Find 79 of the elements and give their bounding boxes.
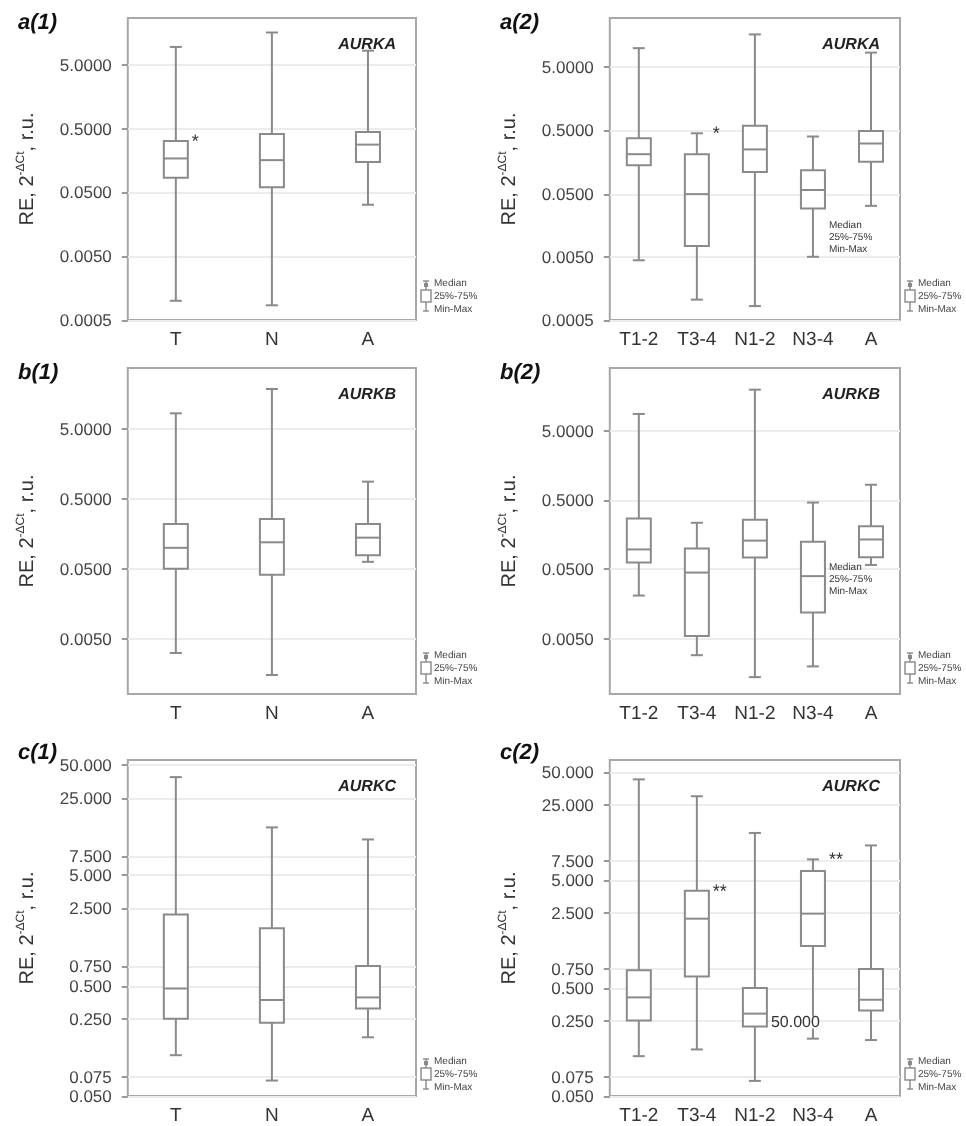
y-tick-label: 7.500 — [69, 845, 113, 866]
y-tick-label: 0.050 — [551, 1086, 595, 1106]
y-tick-label: 0.500 — [551, 978, 595, 999]
x-tick-label: T3-4 — [677, 1105, 717, 1126]
y-tick-label: 0.0050 — [59, 246, 113, 267]
chart-title: a(2) — [500, 11, 540, 35]
y-tick-label: 0.5000 — [59, 118, 113, 139]
y-tick-label: 5.000 — [69, 865, 113, 886]
x-tick-label: A — [864, 703, 879, 725]
text: AURKA — [820, 35, 881, 53]
x-tick-label: T1-2 — [619, 703, 659, 725]
y-tick-label: 2.500 — [551, 902, 595, 923]
y-tick-label: 5.0000 — [541, 57, 595, 78]
x-tick-label: N1-2 — [734, 1105, 776, 1126]
text: AURKB — [820, 385, 881, 403]
chart-title: c(1) — [18, 741, 58, 765]
x-tick-label: N1-2 — [734, 329, 776, 351]
x-tick-label: N3-4 — [792, 1105, 834, 1126]
x-tick-label: N — [265, 329, 280, 351]
y-tick-label: 2.500 — [69, 898, 113, 919]
x-tick-label: N — [265, 1105, 280, 1126]
y-tick-label: 0.075 — [69, 1066, 113, 1087]
y-tick-label: 50.000 — [541, 762, 595, 783]
y-tick-label: 0.250 — [551, 1010, 595, 1031]
chart-title: b(1) — [18, 361, 59, 385]
y-tick-label: 0.5000 — [541, 490, 595, 511]
x-tick-label: A — [361, 1105, 376, 1126]
x-tick-label: T — [170, 329, 183, 351]
chart-title: a(1) — [18, 11, 58, 35]
y-tick-label: 0.075 — [551, 1067, 595, 1087]
annotation: * — [191, 130, 200, 151]
x-tick-label: T3-4 — [677, 703, 717, 725]
y-tick-label: 25.000 — [59, 787, 113, 808]
y-tick-label: 5.0000 — [59, 54, 113, 75]
y-tick-label: 0.500 — [69, 975, 113, 996]
x-tick-label: T1-2 — [619, 329, 659, 351]
y-tick-label: 0.750 — [551, 959, 595, 980]
y-tick-label: 0.0500 — [59, 182, 113, 203]
y-tick-label: 0.5000 — [541, 120, 595, 141]
y-tick-label: 0.0500 — [59, 558, 113, 579]
x-tick-label: N3-4 — [792, 329, 834, 351]
chart-title: b(2) — [500, 361, 541, 385]
x-tick-label: A — [361, 329, 376, 351]
annotation: 50.000 — [770, 1013, 821, 1032]
y-tick-label: 0.0050 — [541, 628, 595, 649]
text: AURKC — [336, 777, 397, 795]
text: AURKB — [336, 385, 397, 403]
annotation: ** — [712, 880, 728, 901]
x-tick-label: A — [864, 1105, 879, 1126]
y-tick-label: 0.0050 — [59, 628, 113, 649]
annotation: * — [712, 123, 721, 144]
y-tick-label: 0.0005 — [541, 310, 595, 330]
y-tick-label: 5.000 — [551, 870, 595, 891]
y-tick-label: 50.000 — [59, 754, 113, 775]
annotation: ** — [828, 849, 844, 870]
y-tick-label: 0.0005 — [59, 310, 113, 330]
x-tick-label: A — [361, 703, 376, 725]
x-tick-label: T — [170, 703, 183, 725]
x-tick-label: T — [170, 1105, 183, 1126]
x-tick-label: N1-2 — [734, 703, 776, 725]
y-tick-label: 0.5000 — [59, 489, 113, 510]
y-tick-label: 25.000 — [541, 794, 595, 815]
chart-title: c(2) — [500, 741, 540, 765]
text: AURKC — [820, 777, 881, 795]
y-tick-label: 0.0500 — [541, 183, 595, 204]
y-tick-label: 0.0500 — [541, 559, 595, 580]
x-tick-label: N3-4 — [792, 703, 834, 725]
y-tick-label: 5.0000 — [541, 420, 595, 441]
text: AURKA — [336, 35, 397, 53]
y-tick-label: 5.0000 — [59, 419, 113, 440]
y-tick-label: 0.250 — [69, 1008, 113, 1029]
y-tick-label: 7.500 — [551, 851, 595, 872]
y-tick-label: 0.050 — [69, 1086, 113, 1106]
x-tick-label: T3-4 — [677, 329, 717, 351]
y-tick-label: 0.0050 — [541, 246, 595, 267]
x-tick-label: A — [864, 329, 879, 351]
x-tick-label: T1-2 — [619, 1105, 659, 1126]
x-tick-label: N — [265, 703, 280, 725]
y-tick-label: 0.750 — [69, 956, 113, 977]
